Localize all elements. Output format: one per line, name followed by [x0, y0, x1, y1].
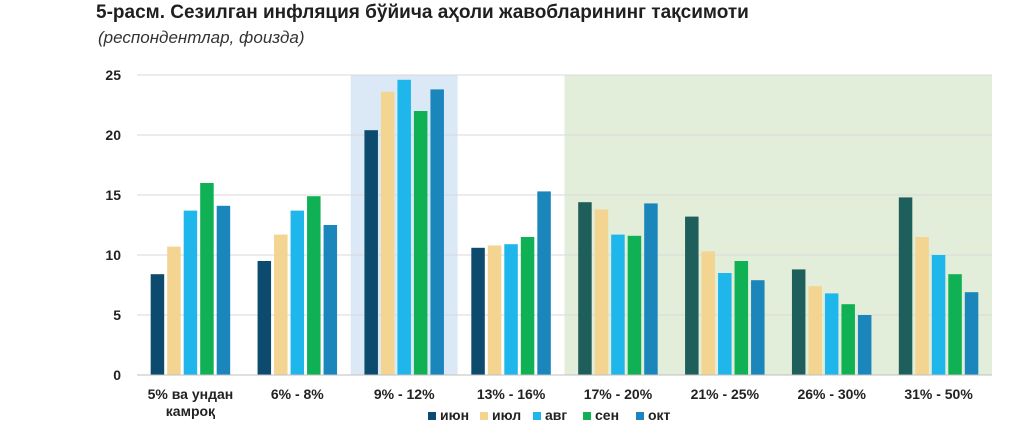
y-tick-label: 25 [105, 67, 121, 83]
bar-сен-4 [627, 235, 642, 375]
y-tick-label: 10 [105, 247, 121, 263]
legend-swatch-июл [480, 412, 488, 420]
x-tick-label: 17% - 20% [584, 386, 653, 402]
bar-сен-0 [200, 183, 214, 375]
bar-окт-0 [216, 205, 231, 375]
bar-июн-1 [257, 261, 272, 375]
bar-авг-2 [397, 79, 411, 376]
legend-swatch-сен [583, 412, 591, 420]
legend-label-окт: окт [648, 407, 671, 423]
legend-label-июл: июл [492, 407, 521, 423]
bar-сен-7 [948, 274, 962, 375]
legend-swatch-авг [533, 412, 541, 420]
chart-title: 5-расм. Сезилган инфляция бўйича аҳоли ж… [96, 2, 749, 23]
bar-авг-3 [504, 244, 518, 375]
bar-июн-2 [364, 130, 378, 375]
bar-июн-5 [685, 216, 699, 375]
y-tick-label: 15 [105, 187, 121, 203]
bar-авг-7 [931, 255, 946, 375]
bar-июн-0 [150, 274, 165, 375]
x-tick-label: 26% - 30% [797, 386, 866, 402]
x-tick-label: 21% - 25% [691, 386, 760, 402]
bar-июл-2 [380, 91, 395, 376]
highlight-regions [350, 75, 992, 375]
y-tick-label: 20 [105, 127, 121, 143]
legend-swatch-июн [428, 412, 436, 420]
bar-июл-7 [915, 237, 929, 375]
bar-июл-1 [274, 234, 288, 375]
x-tick-label: 9% - 12% [374, 386, 435, 402]
bar-июл-4 [594, 209, 609, 375]
bar-июн-6 [791, 269, 806, 375]
bar-июн-4 [578, 202, 592, 375]
bar-окт-3 [537, 191, 551, 375]
bar-сен-1 [307, 196, 321, 375]
bar-окт-1 [323, 225, 338, 375]
x-tick-label: 5% ва ундан [148, 386, 234, 402]
bar-окт-6 [857, 315, 872, 375]
legend: июн июл авг сен окт [428, 407, 671, 423]
y-tick-label: 0 [113, 367, 121, 383]
x-tick-label: 6% - 8% [271, 386, 324, 402]
bar-окт-2 [430, 89, 444, 376]
x-tick-label: камроқ [166, 403, 215, 419]
bar-сен-6 [841, 304, 855, 375]
bar-июл-5 [701, 251, 716, 375]
legend-label-июн: июн [440, 407, 469, 423]
bar-окт-7 [964, 292, 979, 375]
bar-сен-3 [520, 237, 535, 375]
bars [150, 79, 979, 376]
x-tick-label: 31% - 50% [904, 386, 973, 402]
bar-июл-6 [808, 286, 822, 375]
legend-label-авг: авг [545, 407, 567, 423]
bar-авг-0 [183, 210, 198, 375]
bar-июн-3 [471, 247, 485, 375]
bar-сен-2 [413, 111, 428, 375]
x-tick-label: 13% - 16% [477, 386, 546, 402]
legend-swatch-окт [636, 412, 644, 420]
bar-окт-5 [751, 280, 765, 375]
bar-авг-4 [611, 234, 625, 375]
bar-июн-7 [898, 197, 913, 375]
bar-авг-5 [718, 273, 732, 375]
y-tick-label: 5 [113, 307, 121, 323]
legend-label-сен: сен [595, 407, 619, 423]
bar-авг-6 [824, 293, 839, 375]
bar-авг-1 [290, 210, 305, 375]
bar-июл-3 [487, 245, 502, 375]
chart-subtitle: (респондентлар, фоизда) [98, 28, 305, 47]
bar-июл-0 [167, 246, 181, 375]
bar-окт-4 [644, 203, 658, 375]
bar-сен-5 [734, 261, 749, 375]
